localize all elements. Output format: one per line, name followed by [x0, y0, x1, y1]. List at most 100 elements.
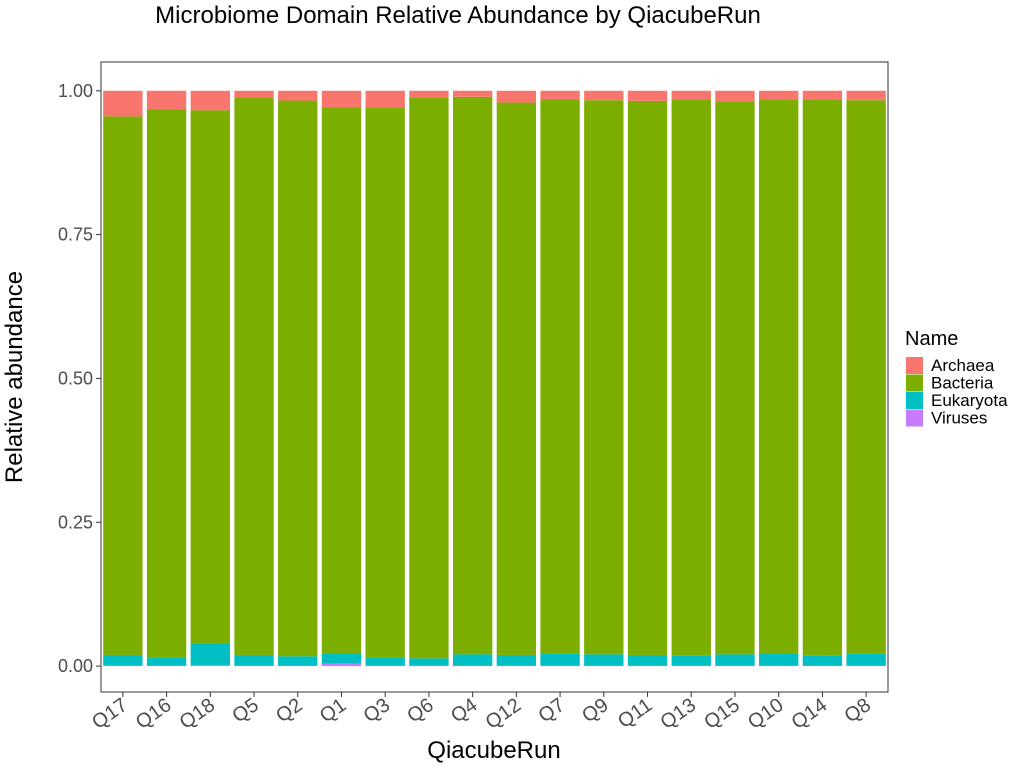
bar-segment-q17-bacteria — [103, 116, 143, 655]
legend-key-viruses — [906, 409, 923, 427]
bar-segment-q13-bacteria — [671, 99, 711, 656]
bar-segment-q1-archaea — [321, 90, 362, 108]
x-tick-label-q10: Q10 — [744, 694, 788, 734]
legend-key-eukaryota — [906, 392, 923, 409]
chart-title: Microbiome Domain Relative Abundance by … — [155, 2, 761, 29]
y-tick-label: 1.00 — [58, 81, 93, 101]
x-tick-label-q17: Q17 — [88, 694, 132, 734]
bar-segment-q8-archaea — [846, 90, 886, 101]
bar-segment-q2-eukaryota — [278, 656, 318, 666]
y-tick-label: 0.00 — [58, 656, 93, 676]
bar-segment-q14-bacteria — [802, 99, 843, 656]
x-tick-label-q8: Q8 — [841, 694, 875, 727]
bar-segment-q15-eukaryota — [715, 654, 755, 666]
bar-segment-q15-archaea — [715, 90, 755, 102]
bar-segment-q16-archaea — [146, 90, 187, 110]
x-axis: Q17 Q16 Q18 Q5 Q2 Q1 Q3 Q6 Q4 Q12 Q7 Q9 Q11 Q13 Q15 Q10… — [88, 692, 875, 734]
x-tick-label-q13: Q13 — [657, 694, 701, 734]
x-axis-title: QiacubeRun — [427, 737, 560, 764]
bar-segment-q8-eukaryota — [846, 653, 886, 666]
bar-segment-q5-archaea — [234, 90, 274, 98]
bar-segment-q5-eukaryota — [234, 654, 274, 666]
bar-segment-q12-archaea — [496, 90, 537, 103]
bar-segment-q16-bacteria — [146, 109, 187, 658]
bar-segment-q4-archaea — [452, 90, 493, 97]
x-tick-label-q1: Q1 — [316, 694, 350, 727]
bar-segment-q4-bacteria — [452, 96, 493, 655]
bar-segment-q4-eukaryota — [452, 654, 493, 666]
bar-segment-q1-eukaryota — [321, 653, 362, 664]
bar-segment-q18-bacteria — [190, 110, 230, 644]
x-tick-label-q4: Q4 — [447, 694, 481, 727]
bar-segment-q18-eukaryota — [190, 643, 230, 665]
x-tick-label-q11: Q11 — [614, 694, 656, 733]
x-tick-label-q15: Q15 — [700, 694, 744, 734]
bar-segment-q17-archaea — [103, 90, 143, 117]
bar-segment-q7-eukaryota — [540, 653, 580, 666]
x-tick-label-q7: Q7 — [534, 694, 568, 727]
legend-label-bacteria: Bacteria — [931, 374, 994, 393]
bar-segment-q10-archaea — [759, 90, 799, 100]
x-tick-label-q6: Q6 — [403, 694, 437, 727]
x-tick-label-q2: Q2 — [272, 694, 306, 727]
y-tick-label: 0.50 — [58, 368, 93, 388]
bar-segment-q11-bacteria — [627, 100, 668, 655]
bar-segment-q13-viruses — [671, 665, 711, 667]
x-tick-label-q14: Q14 — [788, 694, 832, 734]
x-tick-label-q18: Q18 — [176, 694, 220, 734]
x-tick-label-q3: Q3 — [360, 694, 394, 727]
bar-segment-q11-eukaryota — [627, 654, 668, 666]
bar-segment-q3-archaea — [365, 90, 405, 108]
bar-segment-q18-archaea — [190, 90, 230, 111]
bar-segment-q6-bacteria — [409, 97, 449, 659]
bar-segment-q12-eukaryota — [496, 654, 537, 666]
bar-segment-q10-viruses — [759, 665, 799, 667]
bar-segment-q2-archaea — [278, 90, 318, 101]
bar-segment-q9-archaea — [584, 90, 624, 101]
y-tick-label: 0.25 — [58, 512, 93, 532]
bar-segment-q14-viruses — [802, 665, 843, 667]
legend-label-eukaryota: Eukaryota — [931, 391, 1008, 410]
bar-segment-q11-archaea — [627, 90, 668, 101]
bar-segment-q7-archaea — [540, 90, 580, 100]
x-tick-label-q5: Q5 — [228, 694, 262, 727]
bar-segment-q9-eukaryota — [584, 654, 624, 666]
bar-segment-q10-eukaryota — [759, 654, 799, 666]
legend-key-bacteria — [906, 374, 923, 392]
legend-title: Name — [905, 328, 958, 350]
bar-segment-q18-viruses — [190, 664, 230, 667]
bar-segment-q5-bacteria — [234, 97, 274, 655]
bar-segment-q14-eukaryota — [802, 655, 843, 666]
bar-segment-q17-eukaryota — [103, 654, 143, 666]
bar-segment-q2-bacteria — [278, 100, 318, 657]
bar-segment-q14-archaea — [802, 90, 843, 100]
y-axis-title: Relative abundance — [1, 271, 28, 483]
legend-label-archaea: Archaea — [931, 356, 995, 375]
bar-segment-q13-eukaryota — [671, 655, 711, 666]
bar-segment-q3-eukaryota — [365, 657, 405, 666]
bar-segment-q6-archaea — [409, 90, 449, 98]
bar-segment-q1-viruses — [321, 663, 362, 667]
y-tick-label: 0.75 — [58, 225, 93, 245]
bar-segment-q7-bacteria — [540, 99, 580, 654]
bar-segment-q1-bacteria — [321, 107, 362, 654]
legend-key-archaea — [906, 357, 923, 374]
bar-segment-q10-bacteria — [759, 99, 799, 655]
bar-segment-q6-eukaryota — [409, 658, 449, 666]
bar-segment-q16-eukaryota — [146, 657, 187, 666]
bar-segment-q15-bacteria — [715, 101, 755, 655]
bar-segment-q12-bacteria — [496, 102, 537, 655]
bars-group — [103, 90, 886, 667]
x-tick-label-q16: Q16 — [132, 694, 176, 734]
bar-segment-q8-bacteria — [846, 100, 886, 654]
x-tick-label-q9: Q9 — [578, 694, 612, 727]
bar-segment-q9-bacteria — [584, 100, 624, 655]
bar-segment-q13-archaea — [671, 90, 711, 100]
legend-label-viruses: Viruses — [931, 409, 987, 428]
bar-segment-q3-bacteria — [365, 107, 405, 658]
x-tick-label-q12: Q12 — [482, 694, 526, 734]
plot-panel — [100, 61, 889, 693]
y-axis: 0.00 0.25 0.50 0.75 1.00 — [58, 81, 101, 676]
